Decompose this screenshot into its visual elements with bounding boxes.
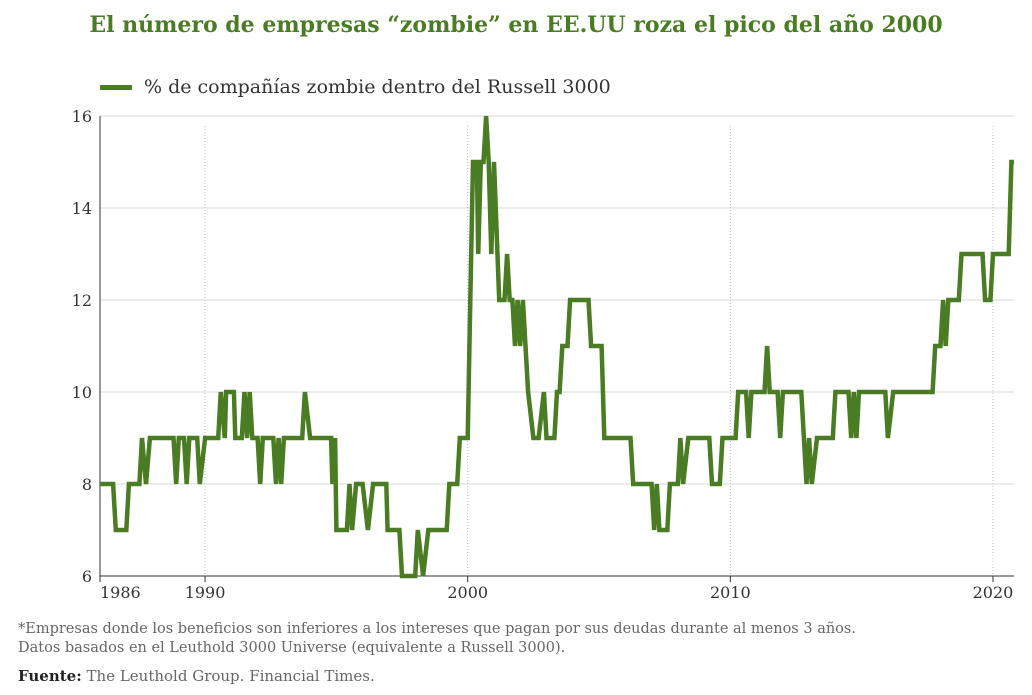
y-tick-label: 16: [72, 107, 92, 126]
source-line: Fuente: The Leuthold Group. Financial Ti…: [18, 667, 375, 685]
y-tick-label: 6: [82, 567, 92, 586]
series-line: [100, 115, 1014, 579]
x-tick-label: 2020: [973, 583, 1014, 602]
legend-label: % de compañías zombie dentro del Russell…: [144, 76, 611, 98]
x-tick-label: 1990: [185, 583, 226, 602]
y-axis: 6 8 10 12 14 16: [72, 107, 101, 586]
x-tick-label: 2000: [447, 583, 488, 602]
y-tick-label: 14: [72, 199, 92, 218]
footnote-data: Datos basados en el Leuthold 3000 Univer…: [18, 640, 566, 656]
footnote-definition: *Empresas donde los beneficios son infer…: [18, 621, 856, 637]
x-axis: 1986 1990 2000 2010 2020: [99, 575, 1014, 602]
source-text: The Leuthold Group. Financial Times.: [81, 667, 375, 685]
x-tick-label: 1986: [100, 583, 141, 602]
y-tick-label: 12: [72, 291, 92, 310]
y-tick-label: 10: [72, 383, 92, 402]
x-tick-label: 2010: [710, 583, 751, 602]
series-layer: [100, 115, 1014, 579]
chart-title: El número de empresas “zombie” en EE.UU …: [89, 12, 943, 38]
legend-swatch: [100, 84, 132, 90]
y-tick-label: 8: [82, 475, 92, 494]
source-label: Fuente:: [18, 667, 82, 685]
year-guides: [204, 126, 994, 576]
line-chart: 6 8 10 12 14 16 1986 1990 2000 2010 2020: [72, 107, 1014, 602]
legend: % de compañías zombie dentro del Russell…: [100, 76, 611, 98]
